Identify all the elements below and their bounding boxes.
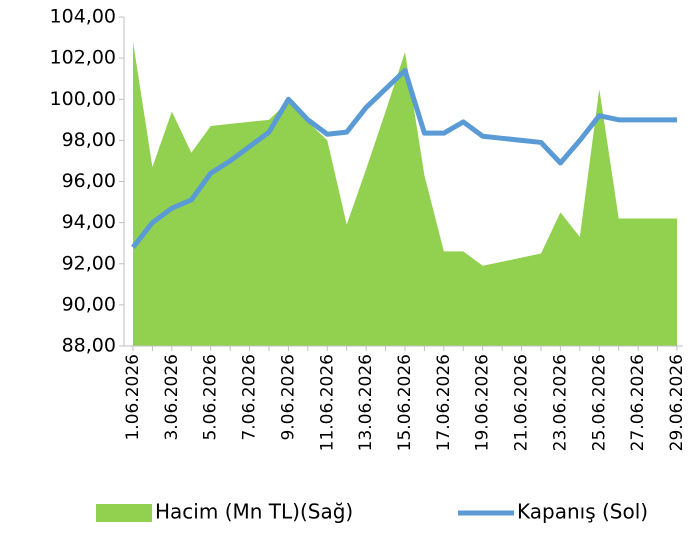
x-tick-label: 5.06.2026 [201, 354, 221, 441]
y-tick-label: 88,00 [62, 335, 116, 357]
x-tick-label: 29.06.2026 [667, 354, 687, 451]
y-tick-label: 92,00 [62, 252, 116, 274]
x-tick-label: 13.06.2026 [356, 354, 376, 451]
x-tick-label: 17.06.2026 [434, 354, 454, 451]
x-tick-label: 3.06.2026 [162, 354, 182, 441]
volume-area [133, 41, 677, 347]
y-tick-label: 98,00 [62, 129, 116, 151]
y-tick-label: 94,00 [62, 211, 116, 233]
close-line [131, 67, 677, 249]
y-tick-label: 90,00 [62, 293, 116, 315]
x-tick-label: 15.06.2026 [395, 354, 415, 451]
x-tick-label: 7.06.2026 [240, 354, 260, 441]
y-tick-label: 96,00 [62, 170, 116, 192]
x-tick-label: 19.06.2026 [473, 354, 493, 451]
x-tick-label: 1.06.2026 [123, 354, 143, 441]
y-tick-label: 100,00 [50, 88, 116, 110]
x-tick-label: 25.06.2026 [589, 354, 609, 451]
x-tick-label: 9.06.2026 [278, 354, 298, 441]
x-tick-label: 21.06.2026 [512, 354, 532, 451]
legend-label: Hacim (Mn TL)(Sağ) [155, 500, 353, 524]
legend-label: Kapanış (Sol) [517, 500, 648, 524]
y-tick-label: 102,00 [50, 47, 116, 69]
x-tick-label: 23.06.2026 [550, 354, 570, 451]
x-tick-label: 11.06.2026 [317, 354, 337, 451]
x-tick-label: 27.06.2026 [628, 354, 648, 451]
legend-swatch [96, 504, 152, 522]
y-tick-label: 104,00 [50, 6, 116, 28]
